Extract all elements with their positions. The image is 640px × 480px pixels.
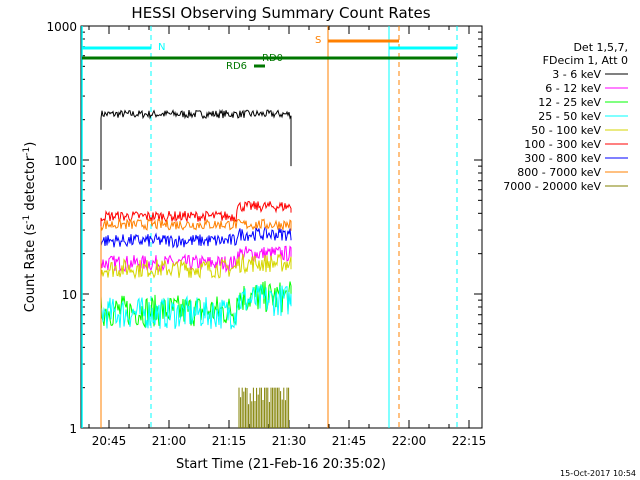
y-label-end: ) (23, 142, 38, 147)
series-line (100, 200, 292, 428)
legend-entry-label: 800 - 7000 keV (517, 166, 601, 179)
legend-header-2: FDecim 1, Att 0 (543, 54, 628, 67)
series-line (100, 253, 292, 428)
x-tick-label: 21:00 (152, 434, 187, 448)
timestamp: 15-Oct-2017 10:54 (560, 469, 636, 478)
x-axis-label: Start Time (21-Feb-16 20:35:02) (176, 457, 386, 472)
saa-flag-label: S (315, 35, 321, 46)
plot-frame (80, 25, 483, 429)
y-label-mid: detector (23, 155, 38, 215)
legend-entry-label: 100 - 300 keV (524, 138, 601, 151)
series-line (100, 108, 292, 190)
series-line (100, 245, 292, 428)
y-label-main: Count Rate (s (23, 224, 38, 313)
series-group (100, 108, 292, 428)
y-label-sup2: -1 (22, 147, 32, 156)
legend-header-1: Det 1,5,7, (573, 41, 628, 54)
legend-entry-label: 300 - 800 keV (524, 152, 601, 165)
series-line (100, 226, 292, 428)
y-axis-label: Count Rate (s-1 detector-1) (22, 142, 38, 313)
y-tick-label: 10 (62, 288, 77, 302)
x-tick-label: 21:45 (332, 434, 367, 448)
legend-entry-label: 6 - 12 keV (545, 82, 601, 95)
x-tick-label: 21:30 (272, 434, 307, 448)
legend-entry-label: 25 - 50 keV (538, 110, 601, 123)
x-tick-label: 20:45 (92, 434, 127, 448)
y-tick-label: 100 (54, 154, 77, 168)
legend-entry-label: 7000 - 20000 keV (503, 180, 601, 193)
legend-entry-label: 12 - 25 keV (538, 96, 601, 109)
series-line (100, 218, 292, 428)
legend-entry-label: 3 - 6 keV (552, 68, 601, 81)
rd0-flag-label: RD0 (262, 53, 283, 64)
y-axis-ticks: 1 10 100 1000 (46, 20, 482, 436)
observing-flags (81, 26, 458, 428)
y-label-sup1: -1 (22, 215, 32, 224)
night-flag-label: N (158, 42, 165, 53)
rd6-flag-label: RD6 (226, 61, 247, 72)
x-tick-label: 22:15 (452, 434, 487, 448)
y-tick-label: 1 (69, 422, 77, 436)
series-line (100, 283, 292, 428)
y-tick-label: 1000 (46, 20, 77, 34)
x-tick-label: 21:15 (212, 434, 247, 448)
legend-entry-label: 50 - 100 keV (531, 124, 601, 137)
x-tick-label: 22:00 (392, 434, 427, 448)
chart-title: HESSI Observing Summary Count Rates (131, 4, 430, 22)
x-axis-ticks: 20:45 21:00 21:15 21:30 21:45 22:00 22:15 (88, 26, 487, 448)
